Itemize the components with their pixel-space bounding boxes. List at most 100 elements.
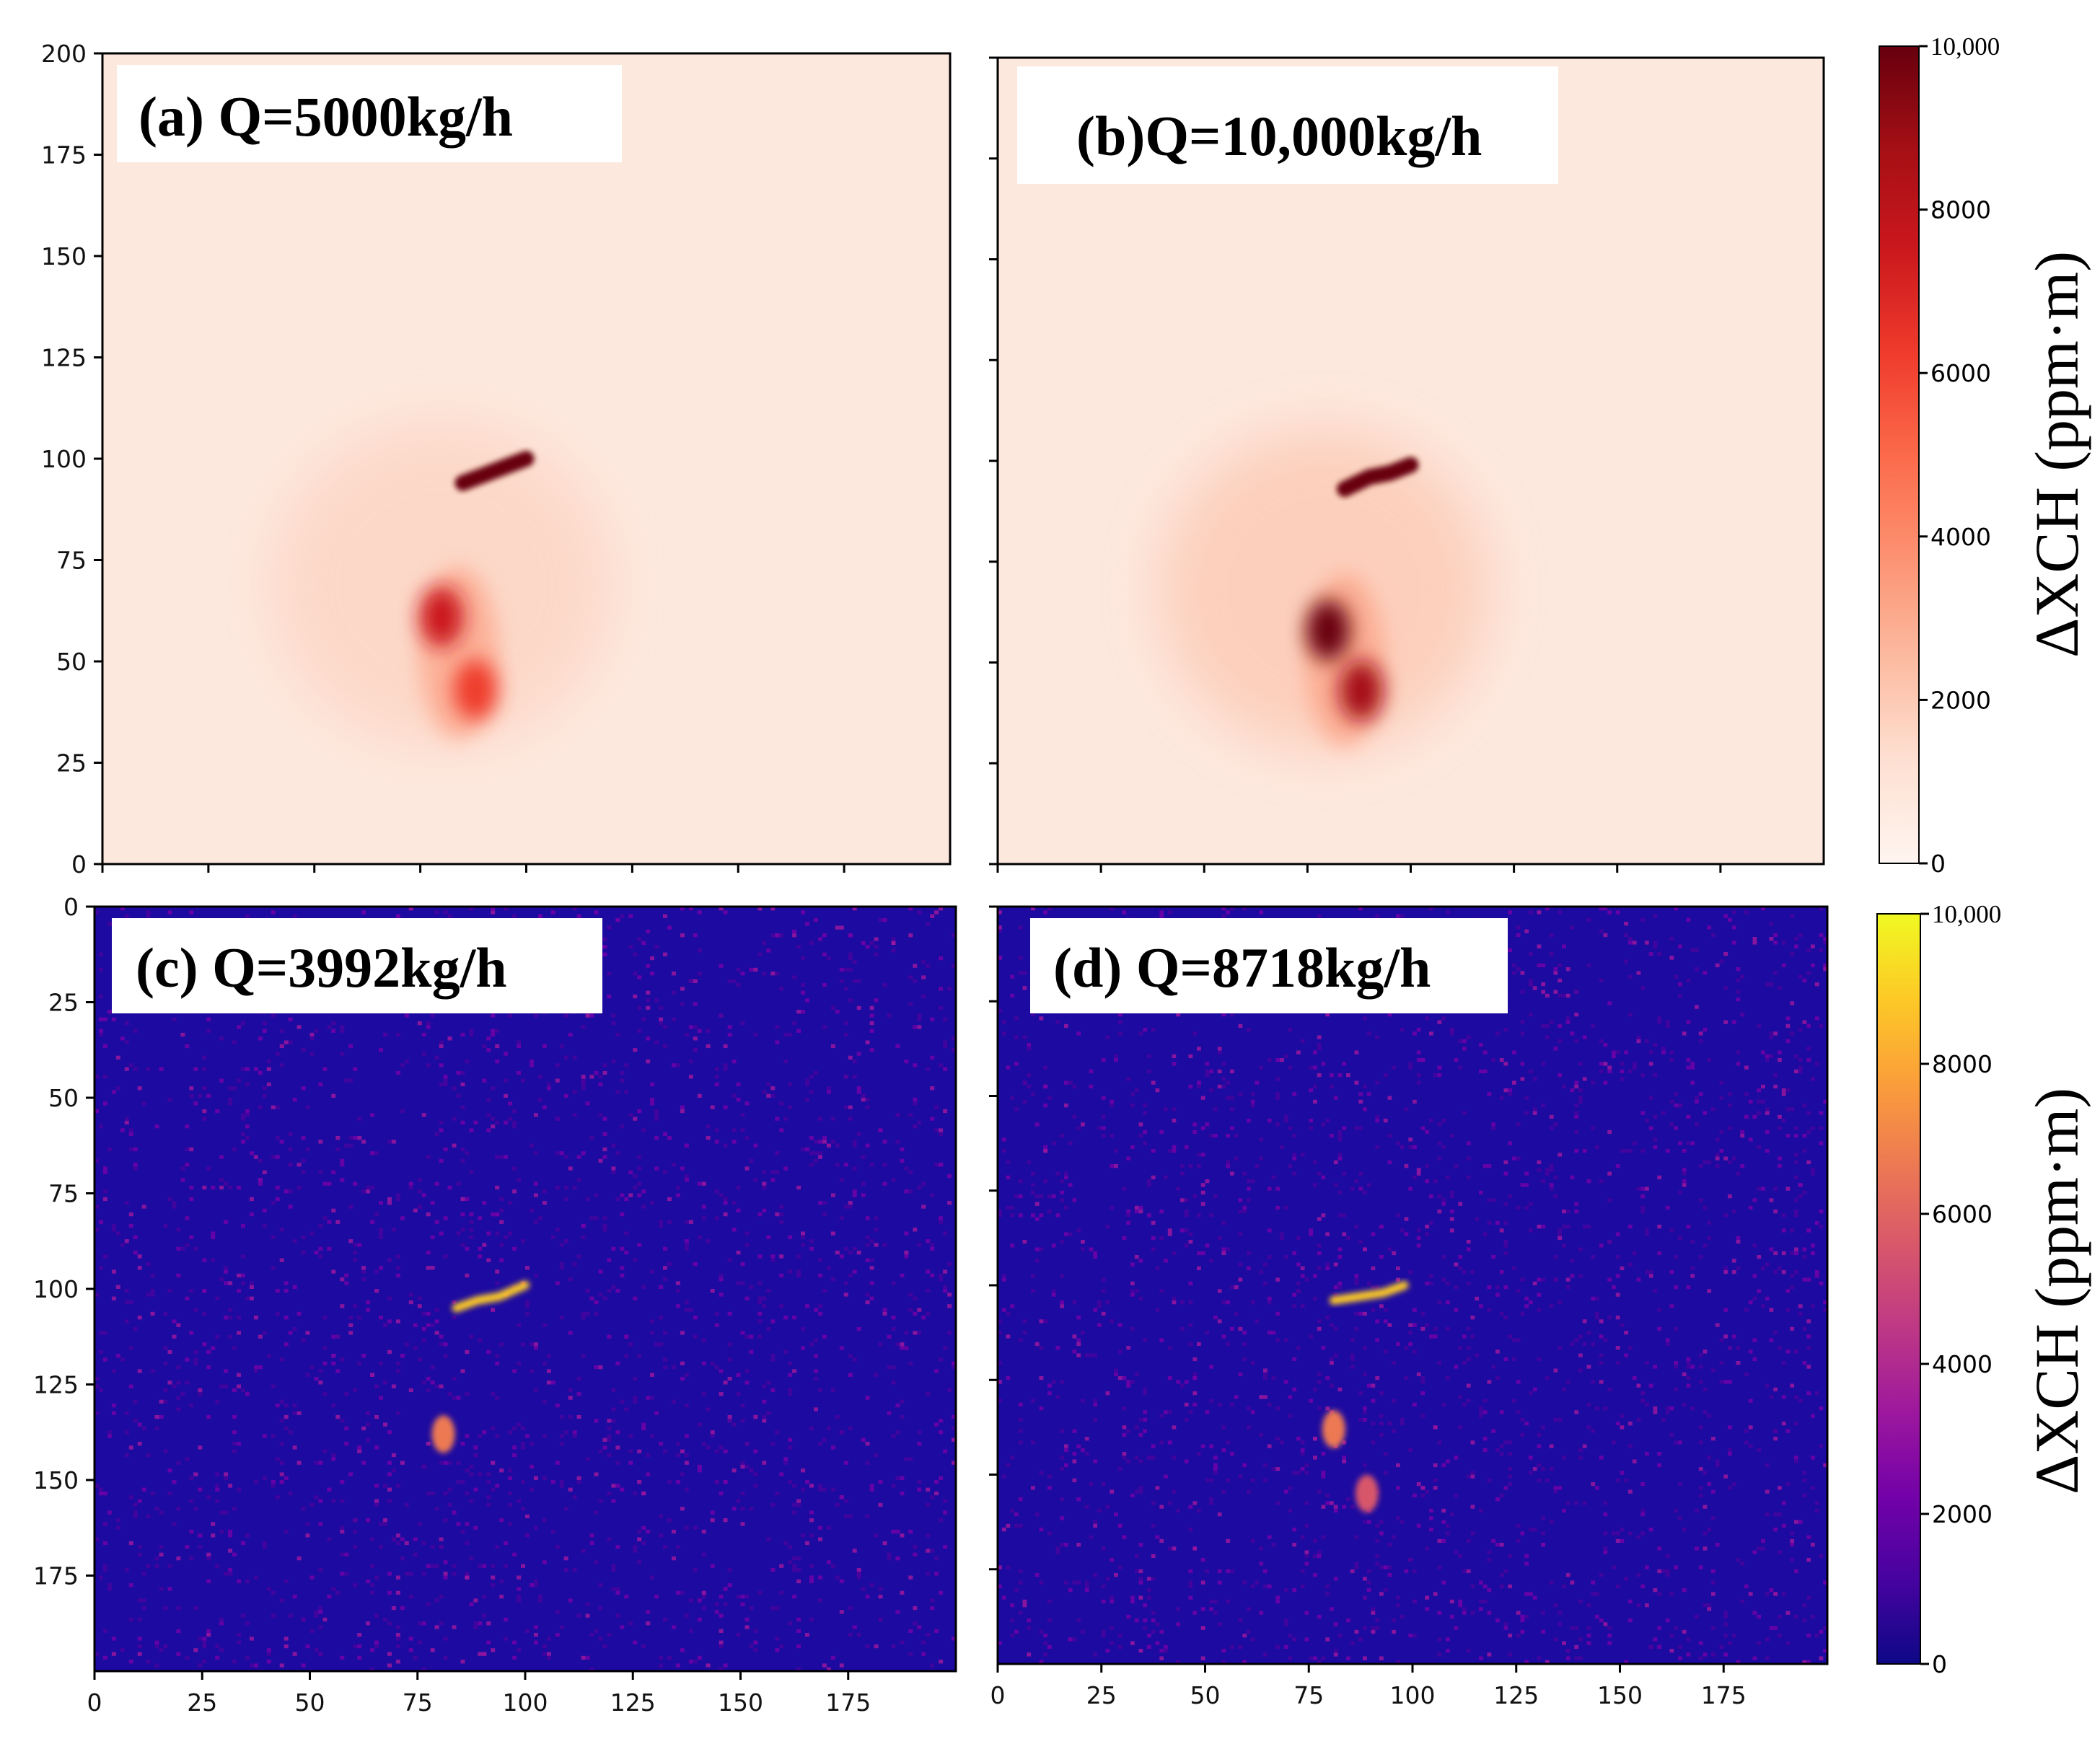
noise-pixel (1363, 1190, 1367, 1195)
noise-pixel (1167, 1149, 1172, 1153)
noise-pixel (943, 1289, 948, 1293)
noise-pixel (1010, 1508, 1015, 1513)
noise-pixel (602, 1296, 607, 1300)
noise-pixel (891, 1365, 896, 1370)
noise-pixel (331, 1404, 336, 1408)
noise-pixel (766, 1537, 771, 1541)
noise-pixel (322, 1346, 328, 1350)
noise-pixel (1226, 1080, 1231, 1085)
noise-pixel (309, 1032, 315, 1037)
noise-pixel (736, 1281, 741, 1285)
noise-pixel (952, 1437, 956, 1442)
noise-pixel (663, 1132, 667, 1136)
noise-pixel (1164, 1175, 1168, 1180)
noise-pixel (1283, 1054, 1288, 1059)
noise-pixel (684, 1453, 689, 1458)
noise-pixel (1337, 1134, 1343, 1138)
noise-pixel (663, 952, 667, 956)
noise-pixel (1363, 1417, 1367, 1422)
noise-pixel (1553, 967, 1558, 972)
noise-pixel (706, 1136, 711, 1140)
noise-pixel (1180, 1171, 1185, 1176)
panel-a-plume (272, 422, 611, 747)
noise-pixel (801, 956, 806, 961)
noise-pixel (546, 1082, 551, 1087)
noise-pixel (322, 1449, 328, 1453)
noise-pixel (1350, 1338, 1355, 1342)
noise-pixel (1250, 1478, 1255, 1483)
noise-pixel (1143, 1387, 1148, 1392)
noise-pixel (814, 1308, 818, 1312)
noise-pixel (1346, 1236, 1350, 1241)
noise-pixel (1516, 1634, 1521, 1638)
noise-pixel (1034, 1512, 1040, 1517)
noise-pixel (891, 1327, 896, 1331)
noise-pixel (1657, 1251, 1662, 1256)
noise-pixel (830, 1277, 835, 1282)
noise-pixel (1288, 1164, 1293, 1168)
noise-pixel (1645, 1270, 1649, 1274)
noise-pixel (120, 1036, 125, 1041)
noise-pixel (1736, 1236, 1741, 1241)
noise-pixel (1703, 1652, 1708, 1657)
noise-pixel (189, 1147, 194, 1152)
noise-pixel (801, 1147, 806, 1152)
noise-pixel (1354, 1050, 1359, 1054)
noise-pixel (1159, 1289, 1164, 1293)
noise-pixel (1562, 1641, 1566, 1645)
noise-pixel (460, 1197, 465, 1202)
noise-pixel (1292, 1251, 1297, 1256)
y-tick-label: 150 (41, 242, 87, 270)
noise-pixel (581, 1075, 586, 1079)
noise-pixel (602, 952, 607, 956)
noise-pixel (202, 1258, 207, 1262)
noise-pixel (124, 1117, 129, 1121)
noise-pixel (1375, 1619, 1380, 1623)
noise-pixel (219, 1155, 224, 1159)
noise-pixel (788, 1621, 793, 1626)
noise-pixel (1549, 1304, 1554, 1308)
noise-pixel (736, 1185, 741, 1190)
noise-pixel (740, 972, 745, 976)
noise-pixel (253, 1575, 258, 1580)
noise-pixel (443, 1216, 448, 1220)
noise-pixel (1226, 1160, 1231, 1165)
noise-pixel (1599, 929, 1604, 933)
noise-pixel (998, 929, 1002, 933)
noise-pixel (740, 1602, 745, 1606)
noise-pixel (719, 1644, 724, 1649)
noise-pixel (1520, 1311, 1525, 1316)
noise-pixel (675, 1442, 680, 1446)
noise-pixel (465, 1060, 470, 1064)
noise-pixel (684, 1246, 689, 1251)
noise-pixel (805, 1633, 809, 1637)
noise-pixel (939, 1063, 944, 1067)
noise-pixel (602, 1437, 607, 1442)
noise-pixel (1723, 914, 1728, 918)
noise-pixel (1661, 1047, 1666, 1051)
noise-pixel (1221, 1247, 1226, 1251)
noise-pixel (822, 933, 827, 938)
noise-pixel (1313, 1656, 1317, 1660)
noise-pixel (740, 1404, 745, 1408)
noise-pixel (753, 1648, 758, 1652)
noise-pixel (555, 1151, 560, 1155)
noise-pixel (1640, 1194, 1646, 1199)
noise-pixel (353, 1304, 358, 1308)
noise-pixel (296, 1185, 302, 1190)
noise-pixel (1819, 1444, 1824, 1448)
noise-pixel (848, 933, 853, 938)
noise-pixel (258, 1181, 263, 1186)
noise-pixel (542, 1644, 547, 1649)
noise-pixel (1479, 1580, 1483, 1585)
noise-pixel (228, 1281, 233, 1285)
noise-pixel (1537, 1444, 1542, 1448)
noise-pixel (805, 1098, 809, 1102)
noise-pixel (387, 1197, 392, 1202)
noise-pixel (1669, 1634, 1674, 1638)
noise-pixel (1408, 1062, 1413, 1066)
noise-pixel (1740, 1134, 1745, 1138)
noise-pixel (1317, 914, 1322, 918)
noise-pixel (202, 1185, 207, 1190)
noise-pixel (1143, 1338, 1148, 1342)
